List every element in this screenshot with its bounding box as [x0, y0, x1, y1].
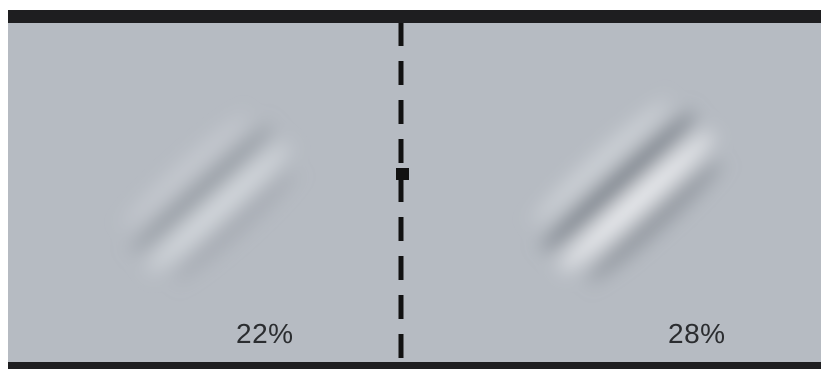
left-contrast-label: 22%: [236, 318, 294, 349]
right-gabor-patch: [532, 100, 722, 283]
top-frame-bar: [8, 10, 821, 23]
fixation-marker: [396, 168, 409, 180]
left-gabor-patch: [123, 114, 297, 282]
bottom-frame-bar: [8, 362, 821, 369]
dashed-divider-line: [398, 22, 404, 362]
right-contrast-label: 28%: [668, 318, 726, 349]
